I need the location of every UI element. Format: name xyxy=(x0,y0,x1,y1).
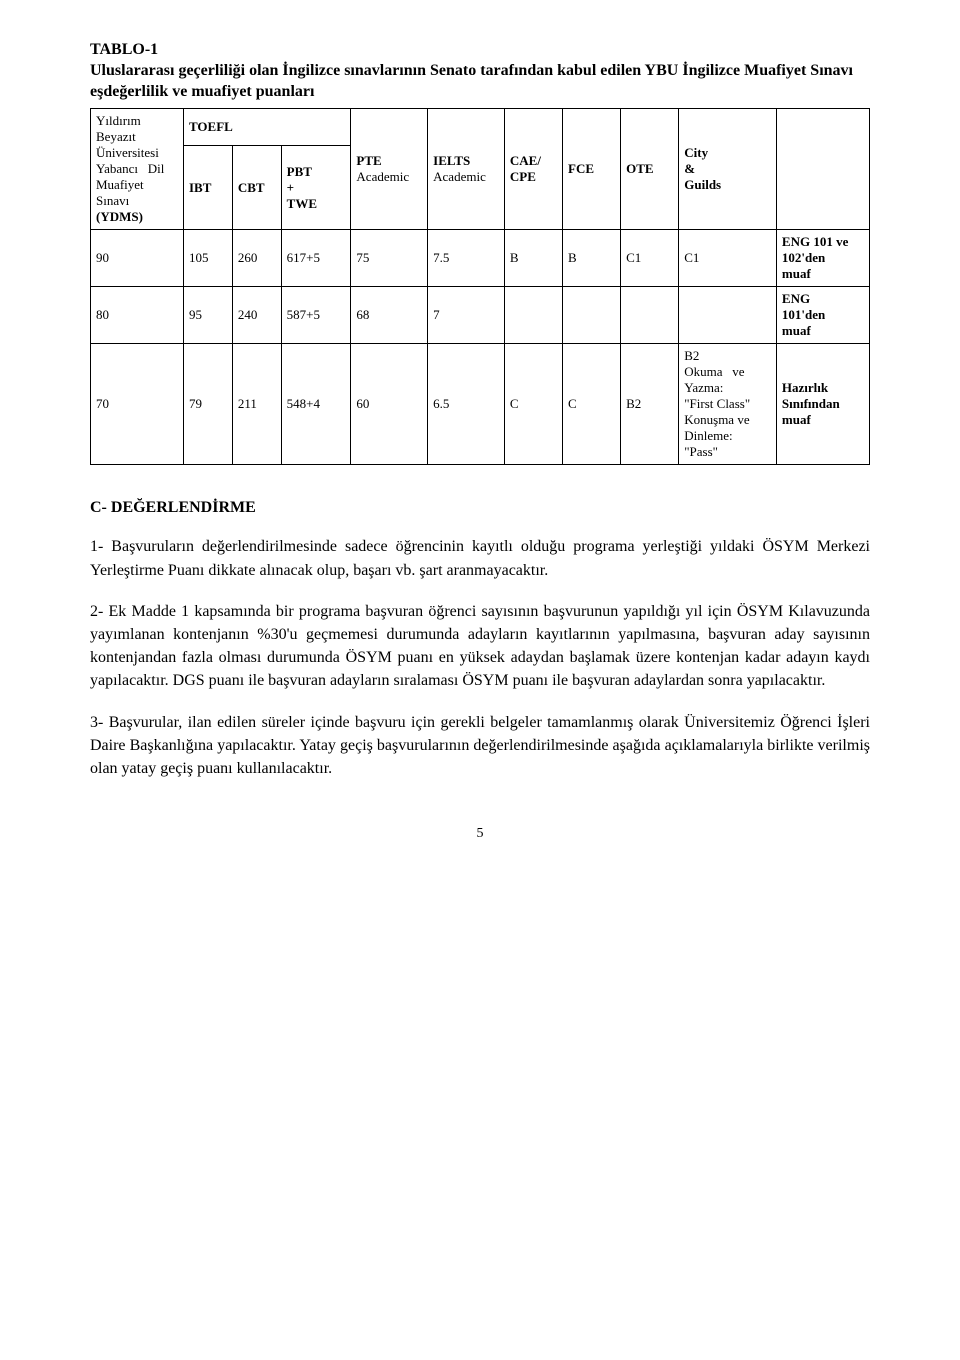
cell-ote xyxy=(621,287,679,344)
cell-ydms: 90 xyxy=(91,230,184,287)
cell-cbt: 240 xyxy=(232,287,281,344)
cell-ydms: 80 xyxy=(91,287,184,344)
cell-city: B2Okuma veYazma:"First Class"Konuşma veD… xyxy=(679,344,777,465)
cell-fce xyxy=(563,287,621,344)
cell-cbt: 260 xyxy=(232,230,281,287)
th-cae: CAE/CPE xyxy=(504,109,562,230)
cell-pte: 68 xyxy=(351,287,428,344)
th-ydms: YıldırımBeyazıtÜniversitesiYabancı DilMu… xyxy=(91,109,184,230)
th-fce: FCE xyxy=(563,109,621,230)
cell-ielts: 6.5 xyxy=(428,344,505,465)
th-ielts: IELTS Academic xyxy=(428,109,505,230)
cell-ielts: 7.5 xyxy=(428,230,505,287)
cell-pte: 75 xyxy=(351,230,428,287)
cell-cae: C xyxy=(504,344,562,465)
th-ielts-label: IELTS xyxy=(433,153,470,168)
cell-ote: B2 xyxy=(621,344,679,465)
cell-ibt: 95 xyxy=(184,287,233,344)
cell-note: ENG101'denmuaf xyxy=(776,287,869,344)
th-ydms-bold: YıldırımBeyazıtÜniversitesiYabancı DilMu… xyxy=(96,113,164,224)
cell-cbt: 211 xyxy=(232,344,281,465)
table-row: 80 95 240 587+5 68 7 ENG101'denmuaf xyxy=(91,287,870,344)
cell-ote: C1 xyxy=(621,230,679,287)
th-pte: PTE Academic xyxy=(351,109,428,230)
th-ote: OTE xyxy=(621,109,679,230)
cell-ydms: 70 xyxy=(91,344,184,465)
cell-cae: B xyxy=(504,230,562,287)
cell-pbt: 587+5 xyxy=(281,287,351,344)
th-ielts-sub: Academic xyxy=(433,169,486,184)
th-pbt: PBT+TWE xyxy=(281,146,351,230)
cell-note: HazırlıkSınıfındanmuaf xyxy=(776,344,869,465)
cell-fce: B xyxy=(563,230,621,287)
cell-fce: C xyxy=(563,344,621,465)
section-c-p1: 1- Başvuruların değerlendirilmesinde sad… xyxy=(90,535,870,581)
cell-cae xyxy=(504,287,562,344)
cell-city xyxy=(679,287,777,344)
page-number: 5 xyxy=(90,826,870,842)
th-toefl: TOEFL xyxy=(184,109,351,146)
cell-pte: 60 xyxy=(351,344,428,465)
th-cbt: CBT xyxy=(232,146,281,230)
table-title-block: TABLO-1 Uluslararası geçerliliği olan İn… xyxy=(90,40,870,102)
table-title-line2: Uluslararası geçerliliği olan İngilizce … xyxy=(90,61,870,103)
cell-ibt: 105 xyxy=(184,230,233,287)
section-c-p3: 3- Başvurular, ilan edilen süreler içind… xyxy=(90,711,870,781)
cell-note: ENG 101 ve102'denmuaf xyxy=(776,230,869,287)
table-header-row-1: YıldırımBeyazıtÜniversitesiYabancı DilMu… xyxy=(91,109,870,146)
section-c-heading: C- DEĞERLENDİRME xyxy=(90,499,870,517)
cell-pbt: 548+4 xyxy=(281,344,351,465)
cell-pbt: 617+5 xyxy=(281,230,351,287)
table-row: 90 105 260 617+5 75 7.5 B B C1 C1 ENG 10… xyxy=(91,230,870,287)
section-c-p2: 2- Ek Madde 1 kapsamında bir programa ba… xyxy=(90,600,870,693)
th-pte-label: PTE xyxy=(356,153,381,168)
table-title-line1: TABLO-1 xyxy=(90,40,870,61)
cell-ielts: 7 xyxy=(428,287,505,344)
table-row: 70 79 211 548+4 60 6.5 C C B2 B2Okuma ve… xyxy=(91,344,870,465)
th-pte-sub: Academic xyxy=(356,169,409,184)
th-city: City&Guilds xyxy=(679,109,777,230)
cell-city: C1 xyxy=(679,230,777,287)
cell-ibt: 79 xyxy=(184,344,233,465)
equivalence-table: YıldırımBeyazıtÜniversitesiYabancı DilMu… xyxy=(90,108,870,465)
th-ibt: IBT xyxy=(184,146,233,230)
th-blank xyxy=(776,109,869,230)
